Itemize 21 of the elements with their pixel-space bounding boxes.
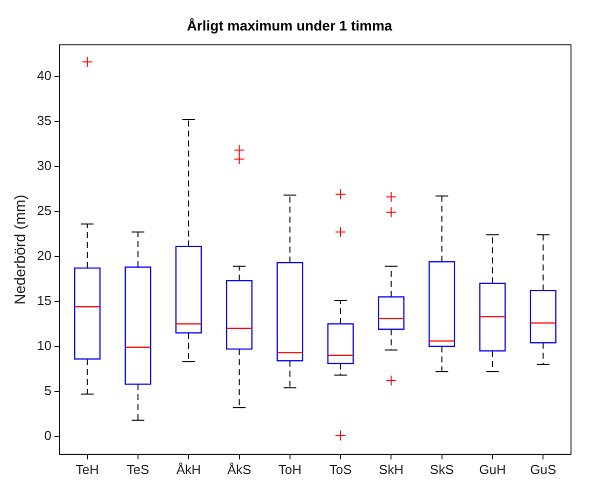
y-tick-label: 30 bbox=[36, 158, 52, 173]
x-tick-label: ÅkH bbox=[176, 462, 201, 477]
y-tick-label: 35 bbox=[36, 112, 52, 128]
x-tick-label: TeS bbox=[126, 462, 150, 477]
x-tick-label: SkH bbox=[378, 462, 404, 477]
x-tick-label: GuS bbox=[530, 462, 556, 477]
y-tick-label: 25 bbox=[36, 202, 52, 218]
chart-title: Årligt maximum under 1 timma bbox=[186, 17, 392, 34]
x-tick-label: TeH bbox=[76, 462, 99, 477]
y-tick-label: 40 bbox=[36, 68, 52, 83]
x-tick-label: ToS bbox=[329, 462, 352, 477]
y-tick-label: 10 bbox=[36, 338, 52, 353]
x-tick-label: SkS bbox=[430, 462, 454, 477]
x-tick-label: ÅkS bbox=[227, 462, 252, 477]
y-tick-label: 5 bbox=[44, 382, 52, 398]
x-tick-label: GuH bbox=[479, 462, 506, 477]
y-tick-label: 15 bbox=[36, 292, 52, 308]
y-tick-label: 0 bbox=[44, 428, 52, 443]
y-axis-title: Nederbörd (mm) bbox=[12, 194, 30, 305]
x-tick-label: ToH bbox=[278, 462, 302, 477]
y-tick-label: 20 bbox=[36, 248, 52, 263]
